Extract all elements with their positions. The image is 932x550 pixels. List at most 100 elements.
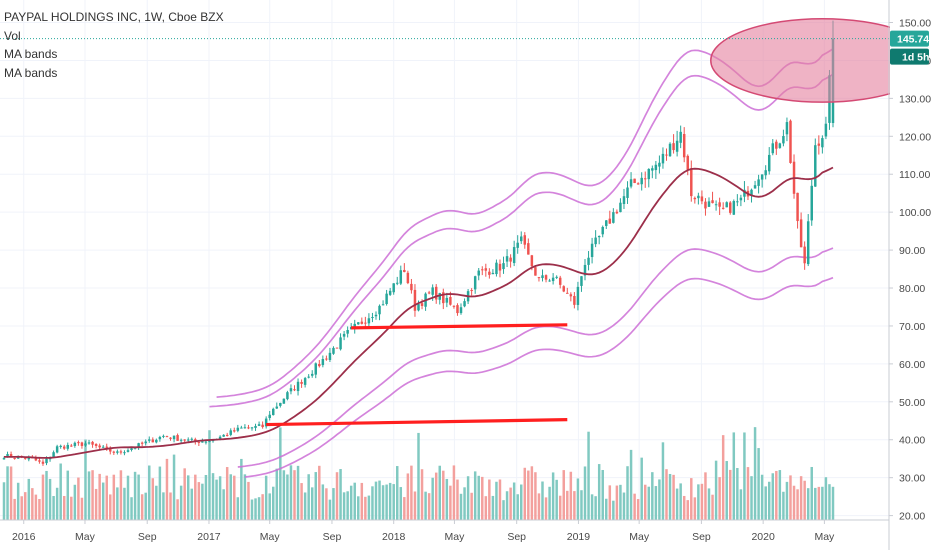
- volume-bar: [233, 475, 236, 520]
- candle-body: [98, 445, 101, 448]
- candle-body: [190, 438, 194, 440]
- candle-body: [597, 235, 601, 238]
- candle-body: [693, 197, 697, 200]
- volume-bar: [792, 485, 796, 520]
- candle-body: [201, 441, 204, 443]
- candle-body: [289, 388, 293, 392]
- countdown-tag-bg: [890, 48, 929, 65]
- candle: [580, 276, 583, 292]
- candle: [555, 275, 558, 280]
- candle: [658, 155, 661, 174]
- candle: [268, 410, 271, 421]
- candle-body: [523, 235, 527, 245]
- candle-body: [13, 457, 16, 459]
- candle-body: [303, 378, 307, 385]
- candle-body: [381, 304, 385, 306]
- candle: [551, 273, 555, 285]
- highlight-ellipse: [710, 17, 932, 103]
- candle-body: [403, 269, 406, 273]
- candle: [332, 346, 335, 355]
- candle-body: [378, 305, 381, 315]
- countdown-tag-label: 1d 5h: [902, 52, 929, 64]
- candle: [686, 154, 689, 176]
- candle: [594, 230, 597, 248]
- candle: [775, 139, 778, 155]
- candle: [73, 441, 77, 448]
- candle: [456, 303, 459, 316]
- volume-bar: [459, 493, 463, 520]
- candle-body: [66, 444, 70, 449]
- candle-body: [633, 178, 636, 184]
- y-tick-label: 30.00: [899, 473, 925, 485]
- candle-body: [179, 439, 183, 441]
- volume-bar: [158, 466, 162, 520]
- candle: [204, 440, 208, 445]
- candle: [597, 235, 601, 245]
- legend-ma-bands-2[interactable]: MA bands: [4, 65, 58, 80]
- candle-body: [59, 445, 62, 447]
- candle: [346, 326, 349, 338]
- volume-bar: [77, 477, 80, 520]
- candle-body: [2, 458, 6, 460]
- volume-bar: [165, 458, 169, 520]
- volume-bar: [477, 475, 480, 520]
- candle: [824, 116, 828, 140]
- candle-body: [821, 138, 824, 148]
- y-tick-label: 150.00: [899, 18, 931, 30]
- candle: [257, 421, 261, 427]
- volume-bar: [45, 470, 48, 520]
- volume-bar: [682, 495, 686, 520]
- volume-bar: [31, 488, 34, 520]
- x-tick-label: May: [629, 531, 650, 543]
- symbol-title[interactable]: PAYPAL HOLDINGS INC, 1W, Cboe BZX: [4, 10, 224, 24]
- candle-body: [197, 441, 201, 444]
- candle-body: [105, 446, 108, 448]
- candle-body: [367, 318, 371, 324]
- volume-bar: [746, 467, 750, 520]
- legend-volume[interactable]: Vol: [4, 28, 21, 43]
- volume-bar: [640, 457, 643, 520]
- lower-band-inner: [237, 247, 834, 468]
- candle-body: [406, 272, 410, 284]
- candle: [544, 274, 548, 283]
- candle-body: [417, 304, 420, 311]
- volume-bar: [686, 500, 689, 520]
- volume-bar: [771, 473, 775, 520]
- candle: [321, 355, 325, 368]
- volume-bar: [364, 496, 367, 520]
- candle-body: [186, 439, 190, 441]
- volume-bar: [697, 484, 700, 520]
- candle-body: [810, 185, 813, 221]
- candle: [675, 130, 679, 157]
- volume-bar: [718, 477, 721, 520]
- candle-body: [392, 283, 395, 293]
- candle-body: [9, 454, 13, 458]
- candle: [693, 196, 697, 204]
- volume-bar: [651, 472, 654, 520]
- candle-body: [736, 201, 739, 203]
- volume-bar: [658, 479, 661, 520]
- candle: [491, 269, 495, 275]
- candle: [140, 441, 144, 447]
- candle: [77, 440, 80, 446]
- volume-bar: [661, 442, 665, 520]
- volume-bar: [91, 470, 94, 520]
- volume-bar: [392, 484, 395, 520]
- candle-body: [690, 168, 693, 197]
- candle: [335, 347, 339, 349]
- volume-bar: [225, 467, 229, 520]
- candle-body: [651, 168, 654, 171]
- volume-bar: [732, 432, 736, 520]
- candle: [250, 426, 254, 431]
- candle-body: [718, 202, 721, 207]
- volume-bar: [427, 493, 431, 520]
- volume-bar: [434, 472, 438, 520]
- volume-bar: [711, 494, 714, 520]
- candle: [364, 316, 367, 328]
- candle: [38, 457, 41, 464]
- candle-body: [654, 164, 658, 171]
- legend-ma-bands-1[interactable]: MA bands: [4, 47, 58, 61]
- volume-bar: [573, 491, 576, 520]
